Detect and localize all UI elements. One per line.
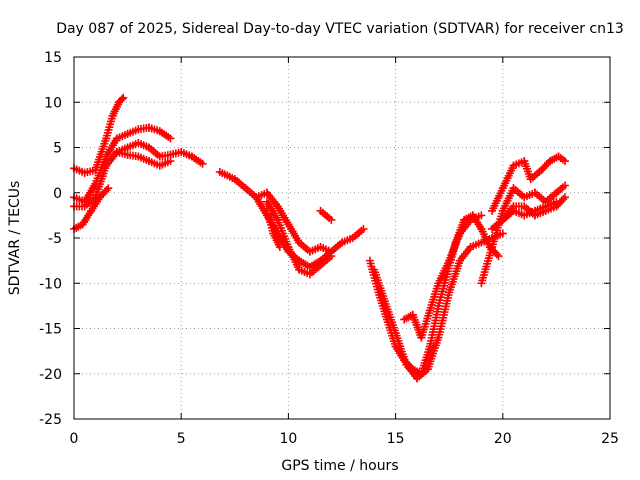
data-point [327,252,336,261]
data-point [494,252,503,261]
data-point [102,186,111,195]
x-tick-label: 5 [177,431,186,447]
data-point [560,181,569,190]
series-track-17 [498,197,561,224]
y-tick-label: 15 [44,50,62,66]
y-tick-label: 10 [44,95,62,111]
data-point [552,197,561,206]
data-point [560,193,569,202]
series-track-9 [262,206,284,252]
y-tick-label: 5 [53,141,62,157]
data-layer [70,93,569,383]
data-point [477,211,486,220]
series-track-1 [70,93,128,177]
y-tick-label: -10 [39,276,62,292]
y-tick-label: -15 [39,322,62,338]
y-tick-label: -5 [48,231,62,247]
series-track-8 [262,197,336,279]
x-axis-label: GPS time / hours [281,458,398,474]
x-tick-label: 10 [279,431,297,447]
data-point [119,93,128,102]
y-axis-label: SDTVAR / TECUs [7,181,23,296]
data-point [166,157,175,166]
data-point [560,157,569,166]
series-track-13 [400,211,486,342]
x-tick-label: 20 [494,431,512,447]
data-point [117,95,126,104]
series-track-3 [70,138,207,211]
series-track-5 [112,148,175,170]
data-point [104,184,113,193]
data-point [492,250,501,259]
y-tick-label: -25 [39,412,62,428]
chart-title: Day 087 of 2025, Sidereal Day-to-day VTE… [56,21,624,37]
data-point [559,195,568,204]
series-track-15 [477,181,569,288]
x-tick-label: 0 [70,431,79,447]
x-tick-label: 15 [387,431,405,447]
grid [74,57,610,419]
x-tick-label: 25 [601,431,619,447]
ticks: 0 5 10 15 20 25 15 10 5 0 -5 -10 -15 -20 -25 [39,50,619,447]
data-point [359,224,368,233]
series-track-10 [316,206,336,224]
series-track-16 [488,152,569,215]
data-point [166,134,175,143]
series-track-4 [70,184,113,233]
y-tick-label: -20 [39,367,62,383]
data-point [327,215,336,224]
data-point [275,243,284,252]
data-point [198,159,207,168]
y-tick-label: 0 [53,186,62,202]
